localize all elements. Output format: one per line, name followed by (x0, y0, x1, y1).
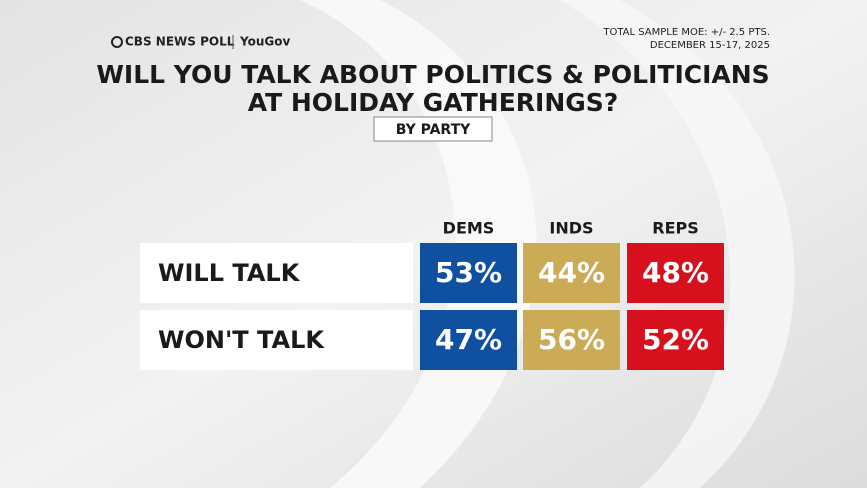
row-label-box (140, 243, 413, 303)
date-note: DECEMBER 15-17, 2025 (650, 40, 770, 51)
subtitle-box (373, 116, 493, 142)
subtitle: BY PARTY (396, 122, 471, 138)
value-cell (523, 243, 620, 303)
value-label: 47% (435, 323, 502, 356)
brand: CBS NEWS POLL (125, 35, 235, 49)
logo-eye (111, 36, 123, 48)
value-cell (627, 310, 724, 370)
value-cell (627, 243, 724, 303)
partner: YouGov (239, 35, 290, 49)
value-cell (420, 310, 517, 370)
row-label: WILL TALK (158, 259, 301, 287)
row-label: WON'T TALK (158, 326, 325, 354)
value-label: 48% (642, 256, 709, 289)
value-label: 44% (538, 256, 605, 289)
moe-note: TOTAL SAMPLE MOE: +/- 2.5 PTS. (602, 27, 770, 38)
value-label: 56% (538, 323, 605, 356)
value-label: 53% (435, 256, 502, 289)
column-header: REPS (652, 219, 699, 238)
swoosh (560, 0, 795, 488)
title-line: AT HOLIDAY GATHERINGS? (248, 88, 619, 117)
title-line: WILL YOU TALK ABOUT POLITICS & POLITICIA… (96, 60, 769, 89)
value-label: 52% (642, 323, 709, 356)
column-header: INDS (549, 219, 593, 238)
column-header: DEMS (443, 219, 495, 238)
value-cell (420, 243, 517, 303)
row-label-box (140, 310, 413, 370)
value-cell (523, 310, 620, 370)
